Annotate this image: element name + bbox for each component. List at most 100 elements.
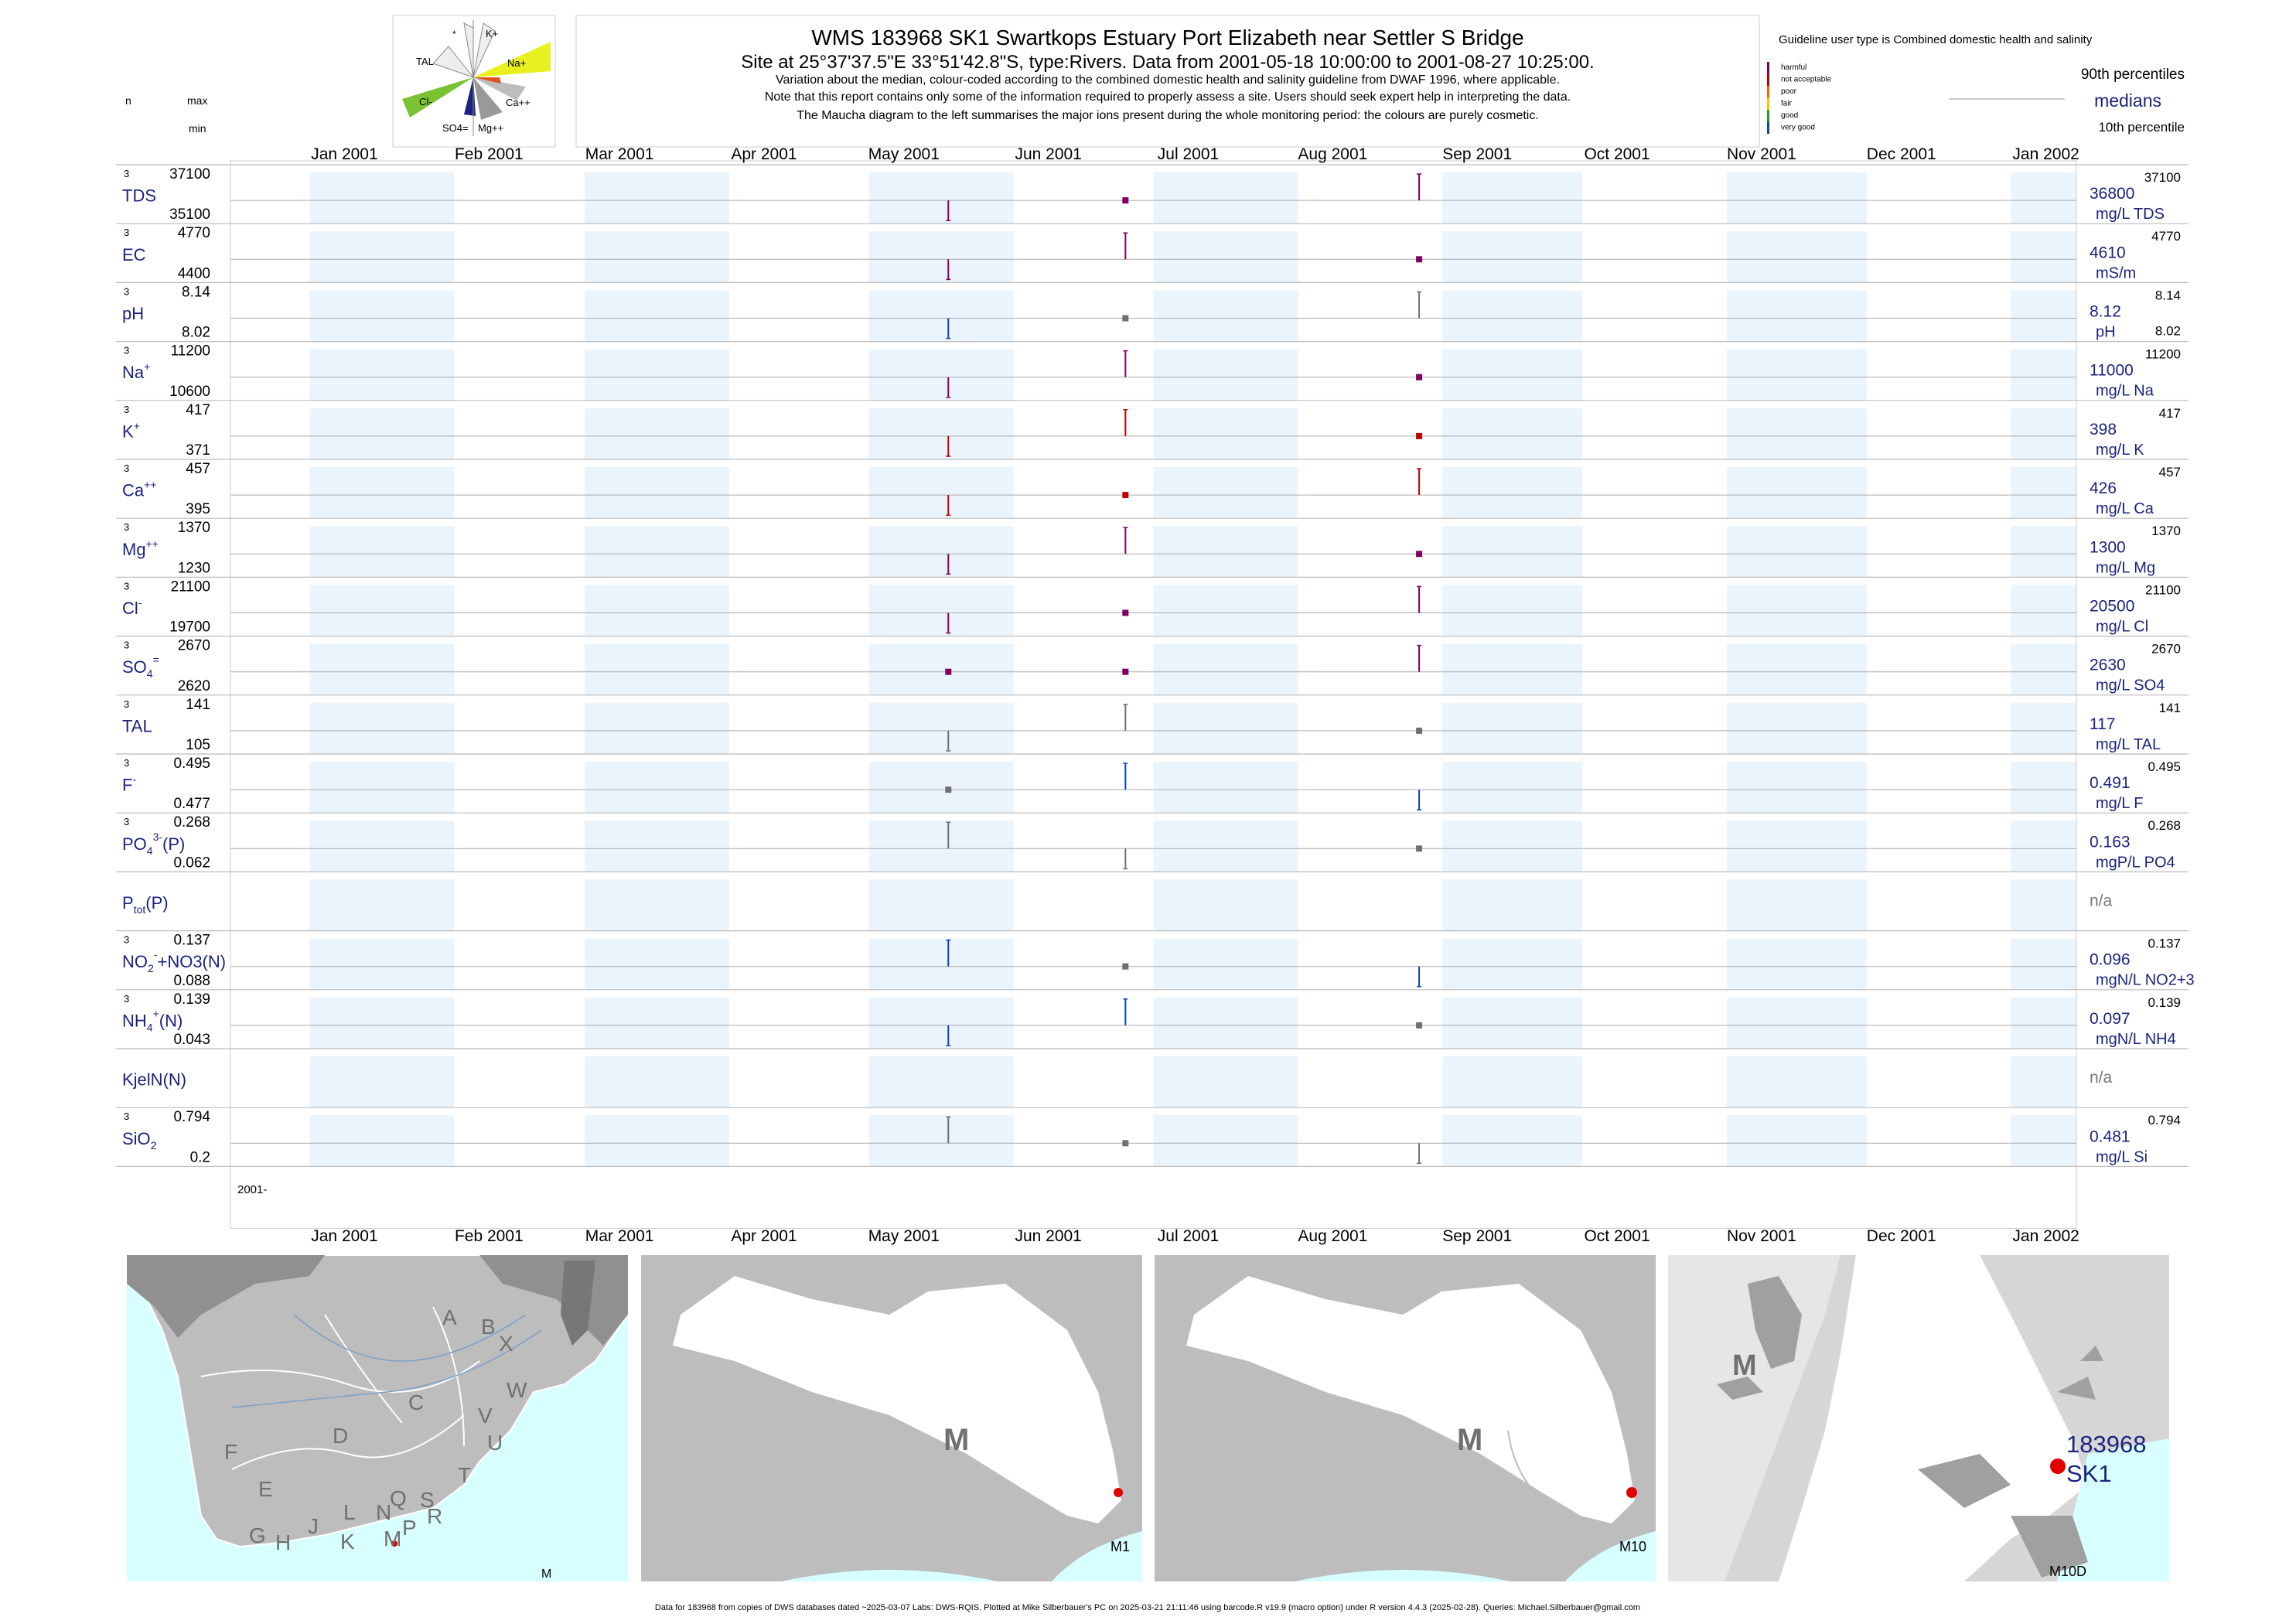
month-band <box>1153 643 1298 695</box>
median-point <box>1416 374 1423 380</box>
month-band <box>2011 938 2076 990</box>
month-band <box>585 879 729 931</box>
year-label: 2001- <box>237 1183 267 1196</box>
month-band <box>1442 290 1583 342</box>
row-right-max: 0.495 <box>2148 759 2181 774</box>
maucha-mg <box>473 77 503 120</box>
legend-label-1: not acceptable <box>1781 76 1831 84</box>
month-band <box>868 585 1014 636</box>
row-label: PO43-(P) <box>122 831 185 857</box>
month-band <box>1442 172 1583 224</box>
month-band <box>868 643 1014 695</box>
median-point <box>945 786 952 793</box>
month-band <box>1442 408 1583 459</box>
month-band <box>868 231 1014 283</box>
row-n: 3 <box>124 345 129 357</box>
row-right-max: 0.137 <box>2148 937 2181 951</box>
x-tick-bottom: Jan 2001 <box>311 1227 377 1245</box>
x-tick-top: Dec 2001 <box>1867 145 1936 163</box>
row-unit: mS/m <box>2096 264 2136 281</box>
x-tick-top: Mar 2001 <box>585 145 654 163</box>
row-median-value: 398 <box>2090 421 2117 438</box>
row-unit: mg/L Na <box>2096 383 2154 400</box>
month-band <box>1726 1115 1867 1167</box>
header-n: n <box>125 94 131 107</box>
sa-region-letter: V <box>478 1404 493 1428</box>
row-n: 3 <box>124 698 129 710</box>
month-band <box>868 290 1014 342</box>
month-band <box>309 702 455 754</box>
m10d-site-marker <box>2050 1459 2066 1474</box>
row-label: KjelN(N) <box>122 1070 186 1090</box>
row-label: Ca++ <box>122 479 156 500</box>
row-median-value: 1300 <box>2090 538 2126 556</box>
legend-p90: 90th percentiles <box>2081 67 2185 83</box>
row-unit: mg/L Si <box>2096 1148 2148 1165</box>
maucha-cl-label: Cl- <box>419 96 432 107</box>
row-max: 141 <box>186 697 210 713</box>
legend-swatch-1 <box>1767 73 1769 86</box>
x-tick-top: Jan 2002 <box>2012 145 2079 163</box>
legend-swatch-5 <box>1767 121 1769 134</box>
row-label: EC <box>122 245 146 264</box>
row-min: 10600 <box>169 384 210 400</box>
page-subtitle: Site at 25°37'37.5"E 33°51'42.8"S, type:… <box>741 52 1594 73</box>
month-band <box>1726 643 1867 695</box>
row-unit: mg/L TAL <box>2096 736 2161 753</box>
row-n: 3 <box>124 934 129 946</box>
month-band <box>1153 821 1298 872</box>
row-right-max: 2670 <box>2151 642 2181 657</box>
row-max: 2670 <box>178 638 210 654</box>
month-band <box>1726 231 1867 283</box>
sa-mozambique <box>561 1261 595 1346</box>
sa-neighbour-west <box>127 1255 325 1338</box>
row-n: 3 <box>124 404 129 415</box>
month-band <box>309 762 455 814</box>
median-point <box>1416 551 1423 558</box>
row-max: 0.495 <box>173 756 210 772</box>
row-right-max: 141 <box>2159 701 2181 715</box>
maucha-ca-label: Ca++ <box>506 97 531 108</box>
month-band <box>1153 349 1298 401</box>
row-label: Ptot(P) <box>122 893 169 916</box>
month-band <box>2011 1056 2076 1108</box>
row-label: Cl- <box>122 596 142 618</box>
sa-region-letter: N <box>376 1500 391 1524</box>
month-band <box>585 467 729 519</box>
row-right-max: 457 <box>2159 465 2181 479</box>
month-band <box>1726 408 1867 459</box>
x-tick-top: Aug 2001 <box>1298 145 1367 163</box>
x-tick-top: May 2001 <box>868 145 940 163</box>
row-label: SO4= <box>122 653 159 680</box>
header-min: min <box>189 122 206 135</box>
row-n: 3 <box>124 1111 129 1122</box>
row-min: 19700 <box>169 619 210 636</box>
row-max: 0.268 <box>173 814 210 831</box>
row-max: 11200 <box>171 343 210 360</box>
row-min: 0.477 <box>173 796 210 812</box>
month-band <box>1442 1115 1583 1167</box>
sa-region-letter: C <box>408 1390 424 1414</box>
row-min: 2620 <box>178 678 210 694</box>
sa-caption: M <box>541 1568 551 1581</box>
month-band <box>2011 172 2076 224</box>
month-band <box>1726 172 1867 224</box>
month-band <box>868 821 1014 872</box>
row-label: NH4+(N) <box>122 1007 183 1033</box>
legend-p10: 10th percentile <box>2098 120 2185 135</box>
month-band <box>1442 997 1583 1049</box>
median-point <box>1416 256 1423 263</box>
month-band <box>1726 467 1867 519</box>
row-right-max: 11200 <box>2145 347 2181 362</box>
month-band <box>585 172 729 224</box>
month-band <box>1153 762 1298 814</box>
month-band <box>585 1056 729 1108</box>
month-band <box>868 467 1014 519</box>
row-unit: mgN/L NO2+3 <box>2096 972 2195 989</box>
month-band <box>1153 702 1298 754</box>
row-label: TDS <box>122 186 156 206</box>
month-band <box>2011 643 2076 695</box>
month-band <box>585 585 729 636</box>
month-band <box>1153 526 1298 578</box>
x-tick-top: Jan 2001 <box>311 145 377 163</box>
